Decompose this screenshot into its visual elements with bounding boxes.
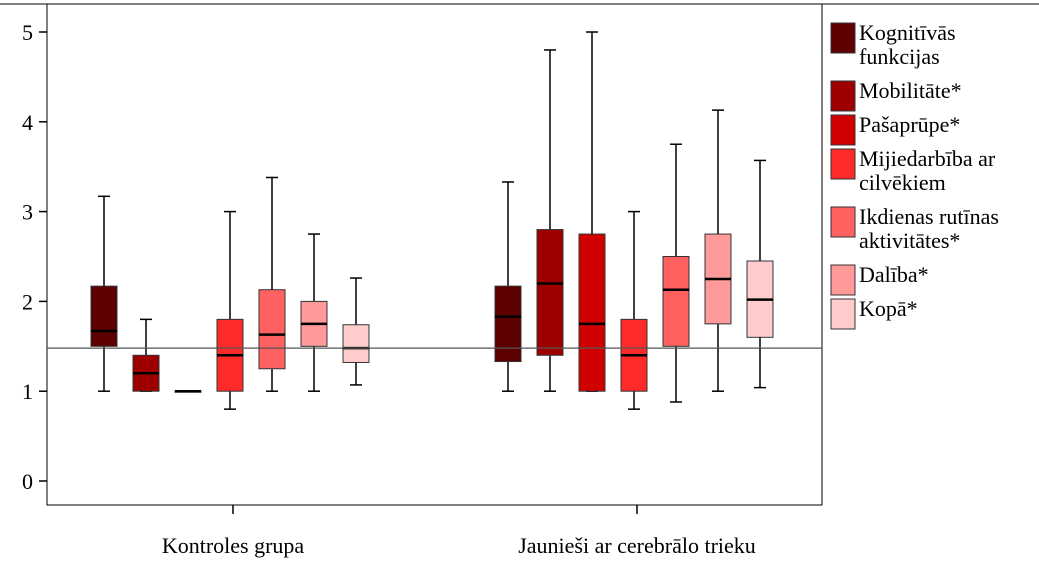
box-4-0 [258,176,286,392]
legend-label: cilvēkiem [859,170,946,195]
box-2-0 [174,389,202,393]
y-tick-label: 2 [22,289,33,314]
legend-label: Mobilitāte* [859,78,962,103]
legend-swatch [830,206,856,238]
legend-swatch [830,148,856,180]
legend-label: funkcijas [859,44,940,69]
y-tick-label: 5 [22,20,33,45]
box-iqr [342,324,370,363]
legend-label: Dalība* [859,262,929,287]
box-3-1 [620,210,648,410]
legend-label: Ikdienas rutīnas [859,204,999,229]
legend-entry-2: Pašaprūpe* [830,112,960,146]
box-iqr [258,289,286,370]
box-iqr [578,233,606,392]
box-iqr [662,256,690,347]
box-5-0 [300,233,328,392]
box-4-1 [662,143,690,403]
box-6-0 [342,277,370,386]
y-tick-label: 0 [22,469,33,494]
legend-label: aktivitātes* [859,228,960,253]
box-5-1 [704,109,732,392]
legend-swatch [830,114,856,146]
legend-label: Kognitīvās [859,20,956,45]
y-tick-label: 1 [22,379,33,404]
x-category-label: Jaunieši ar cerebrālo trieku [518,533,756,558]
legend-swatch [830,80,856,112]
plot-area: 0 1 2 3 4 5 Kontroles grupa Jaunieši ar cerebrā… [22,3,823,558]
y-tick-label: 3 [22,200,33,225]
plot-frame [46,3,823,506]
legend-swatch [830,264,856,296]
legend-swatch [830,298,856,330]
box-iqr [536,229,564,356]
box-6-1 [746,159,774,389]
legend-entry-5: Dalība* [830,262,929,296]
legend-label: Mijiedarbība ar [859,146,996,171]
box-0-1 [494,181,522,392]
box-2-1 [578,31,606,392]
legend-label: Kopā* [859,296,918,321]
y-tick-label: 4 [22,110,33,135]
legend-entry-6: Kopā* [830,296,918,330]
box-1-1 [536,49,564,392]
legend-swatch [830,22,856,54]
box-iqr [494,285,522,363]
box-1-0 [132,318,160,392]
box-0-0 [90,195,118,392]
x-category-label: Kontroles grupa [162,533,305,558]
box-iqr [90,285,118,347]
box-3-0 [216,210,244,410]
legend-entry-1: Mobilitāte* [830,78,962,112]
legend-label: Pašaprūpe* [859,112,960,137]
